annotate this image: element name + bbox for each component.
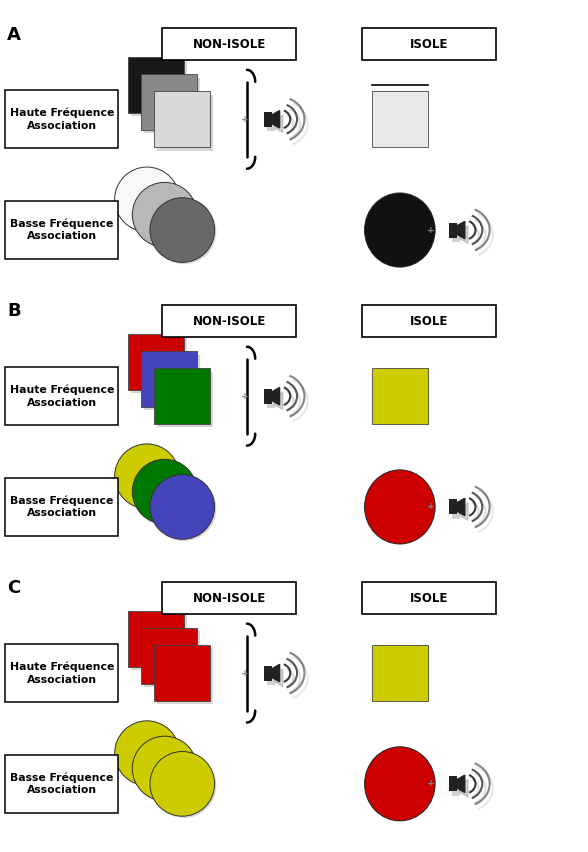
Polygon shape <box>272 665 280 682</box>
Ellipse shape <box>365 193 435 267</box>
Bar <box>452 781 460 796</box>
Text: ISOLE: ISOLE <box>410 37 449 51</box>
Ellipse shape <box>116 446 181 510</box>
FancyBboxPatch shape <box>5 644 119 702</box>
FancyBboxPatch shape <box>362 582 496 614</box>
Bar <box>267 394 275 408</box>
Text: +: + <box>427 503 434 511</box>
FancyBboxPatch shape <box>5 367 119 425</box>
Bar <box>267 671 275 685</box>
Text: ISOLE: ISOLE <box>410 314 449 328</box>
FancyBboxPatch shape <box>128 334 185 390</box>
FancyBboxPatch shape <box>162 582 296 614</box>
FancyBboxPatch shape <box>156 648 213 705</box>
FancyBboxPatch shape <box>372 368 428 424</box>
FancyBboxPatch shape <box>142 74 197 130</box>
Polygon shape <box>275 669 283 687</box>
FancyBboxPatch shape <box>154 368 211 424</box>
Bar <box>267 117 275 131</box>
Ellipse shape <box>115 444 179 509</box>
FancyBboxPatch shape <box>372 645 428 701</box>
Text: ISOLE: ISOLE <box>410 591 449 605</box>
Polygon shape <box>460 226 468 244</box>
Ellipse shape <box>116 722 181 787</box>
Text: C: C <box>7 579 21 597</box>
FancyBboxPatch shape <box>162 305 296 337</box>
Ellipse shape <box>134 184 199 249</box>
FancyBboxPatch shape <box>5 478 119 536</box>
Ellipse shape <box>150 198 215 262</box>
Bar <box>263 112 272 127</box>
FancyBboxPatch shape <box>156 371 213 428</box>
Polygon shape <box>457 222 465 239</box>
Text: Basse Fréquence
Association: Basse Fréquence Association <box>10 496 113 518</box>
Ellipse shape <box>365 470 435 544</box>
Ellipse shape <box>134 738 199 803</box>
Ellipse shape <box>365 747 435 820</box>
Text: +: + <box>242 669 249 677</box>
Text: NON-ISOLE: NON-ISOLE <box>193 314 266 328</box>
FancyBboxPatch shape <box>156 95 213 151</box>
Polygon shape <box>460 503 468 521</box>
Text: Haute Fréquence
Association: Haute Fréquence Association <box>9 385 114 407</box>
FancyBboxPatch shape <box>154 91 211 147</box>
Text: Basse Fréquence
Association: Basse Fréquence Association <box>10 773 113 795</box>
Ellipse shape <box>132 736 197 801</box>
Bar <box>452 227 460 242</box>
Ellipse shape <box>152 476 216 541</box>
FancyBboxPatch shape <box>162 28 296 60</box>
Polygon shape <box>457 498 465 515</box>
Text: B: B <box>7 302 21 320</box>
Polygon shape <box>272 111 280 128</box>
Ellipse shape <box>150 475 215 539</box>
Ellipse shape <box>115 167 179 232</box>
Text: Basse Fréquence
Association: Basse Fréquence Association <box>10 219 113 241</box>
Ellipse shape <box>132 459 197 524</box>
Text: NON-ISOLE: NON-ISOLE <box>193 37 266 51</box>
FancyBboxPatch shape <box>131 614 187 671</box>
FancyBboxPatch shape <box>154 645 211 701</box>
FancyBboxPatch shape <box>362 305 496 337</box>
Bar <box>263 665 272 681</box>
Text: NON-ISOLE: NON-ISOLE <box>193 591 266 605</box>
Polygon shape <box>275 115 283 133</box>
Text: A: A <box>7 26 21 43</box>
FancyBboxPatch shape <box>5 755 119 813</box>
Ellipse shape <box>116 169 181 233</box>
Polygon shape <box>457 775 465 792</box>
FancyBboxPatch shape <box>131 60 187 117</box>
Bar <box>263 389 272 404</box>
Text: Haute Fréquence
Association: Haute Fréquence Association <box>9 108 114 130</box>
Text: +: + <box>427 226 434 234</box>
Bar <box>449 222 457 238</box>
FancyBboxPatch shape <box>5 201 119 259</box>
FancyBboxPatch shape <box>142 628 197 684</box>
Text: +: + <box>242 115 249 124</box>
Text: Haute Fréquence
Association: Haute Fréquence Association <box>9 662 114 684</box>
Bar <box>452 504 460 519</box>
FancyBboxPatch shape <box>144 354 199 411</box>
Polygon shape <box>460 780 468 797</box>
Polygon shape <box>275 392 283 410</box>
Ellipse shape <box>152 199 216 264</box>
FancyBboxPatch shape <box>372 91 428 147</box>
FancyBboxPatch shape <box>362 28 496 60</box>
FancyBboxPatch shape <box>5 90 119 148</box>
Polygon shape <box>272 388 280 405</box>
Bar <box>449 499 457 515</box>
FancyBboxPatch shape <box>131 337 187 394</box>
Bar <box>449 776 457 792</box>
Ellipse shape <box>152 753 216 818</box>
Ellipse shape <box>132 182 197 247</box>
Ellipse shape <box>150 751 215 816</box>
Text: +: + <box>242 392 249 400</box>
FancyBboxPatch shape <box>128 57 185 113</box>
FancyBboxPatch shape <box>142 351 197 407</box>
Text: +: + <box>427 780 434 788</box>
FancyBboxPatch shape <box>144 631 199 688</box>
Ellipse shape <box>134 461 199 526</box>
Ellipse shape <box>115 721 179 786</box>
FancyBboxPatch shape <box>128 611 185 667</box>
FancyBboxPatch shape <box>144 78 199 134</box>
